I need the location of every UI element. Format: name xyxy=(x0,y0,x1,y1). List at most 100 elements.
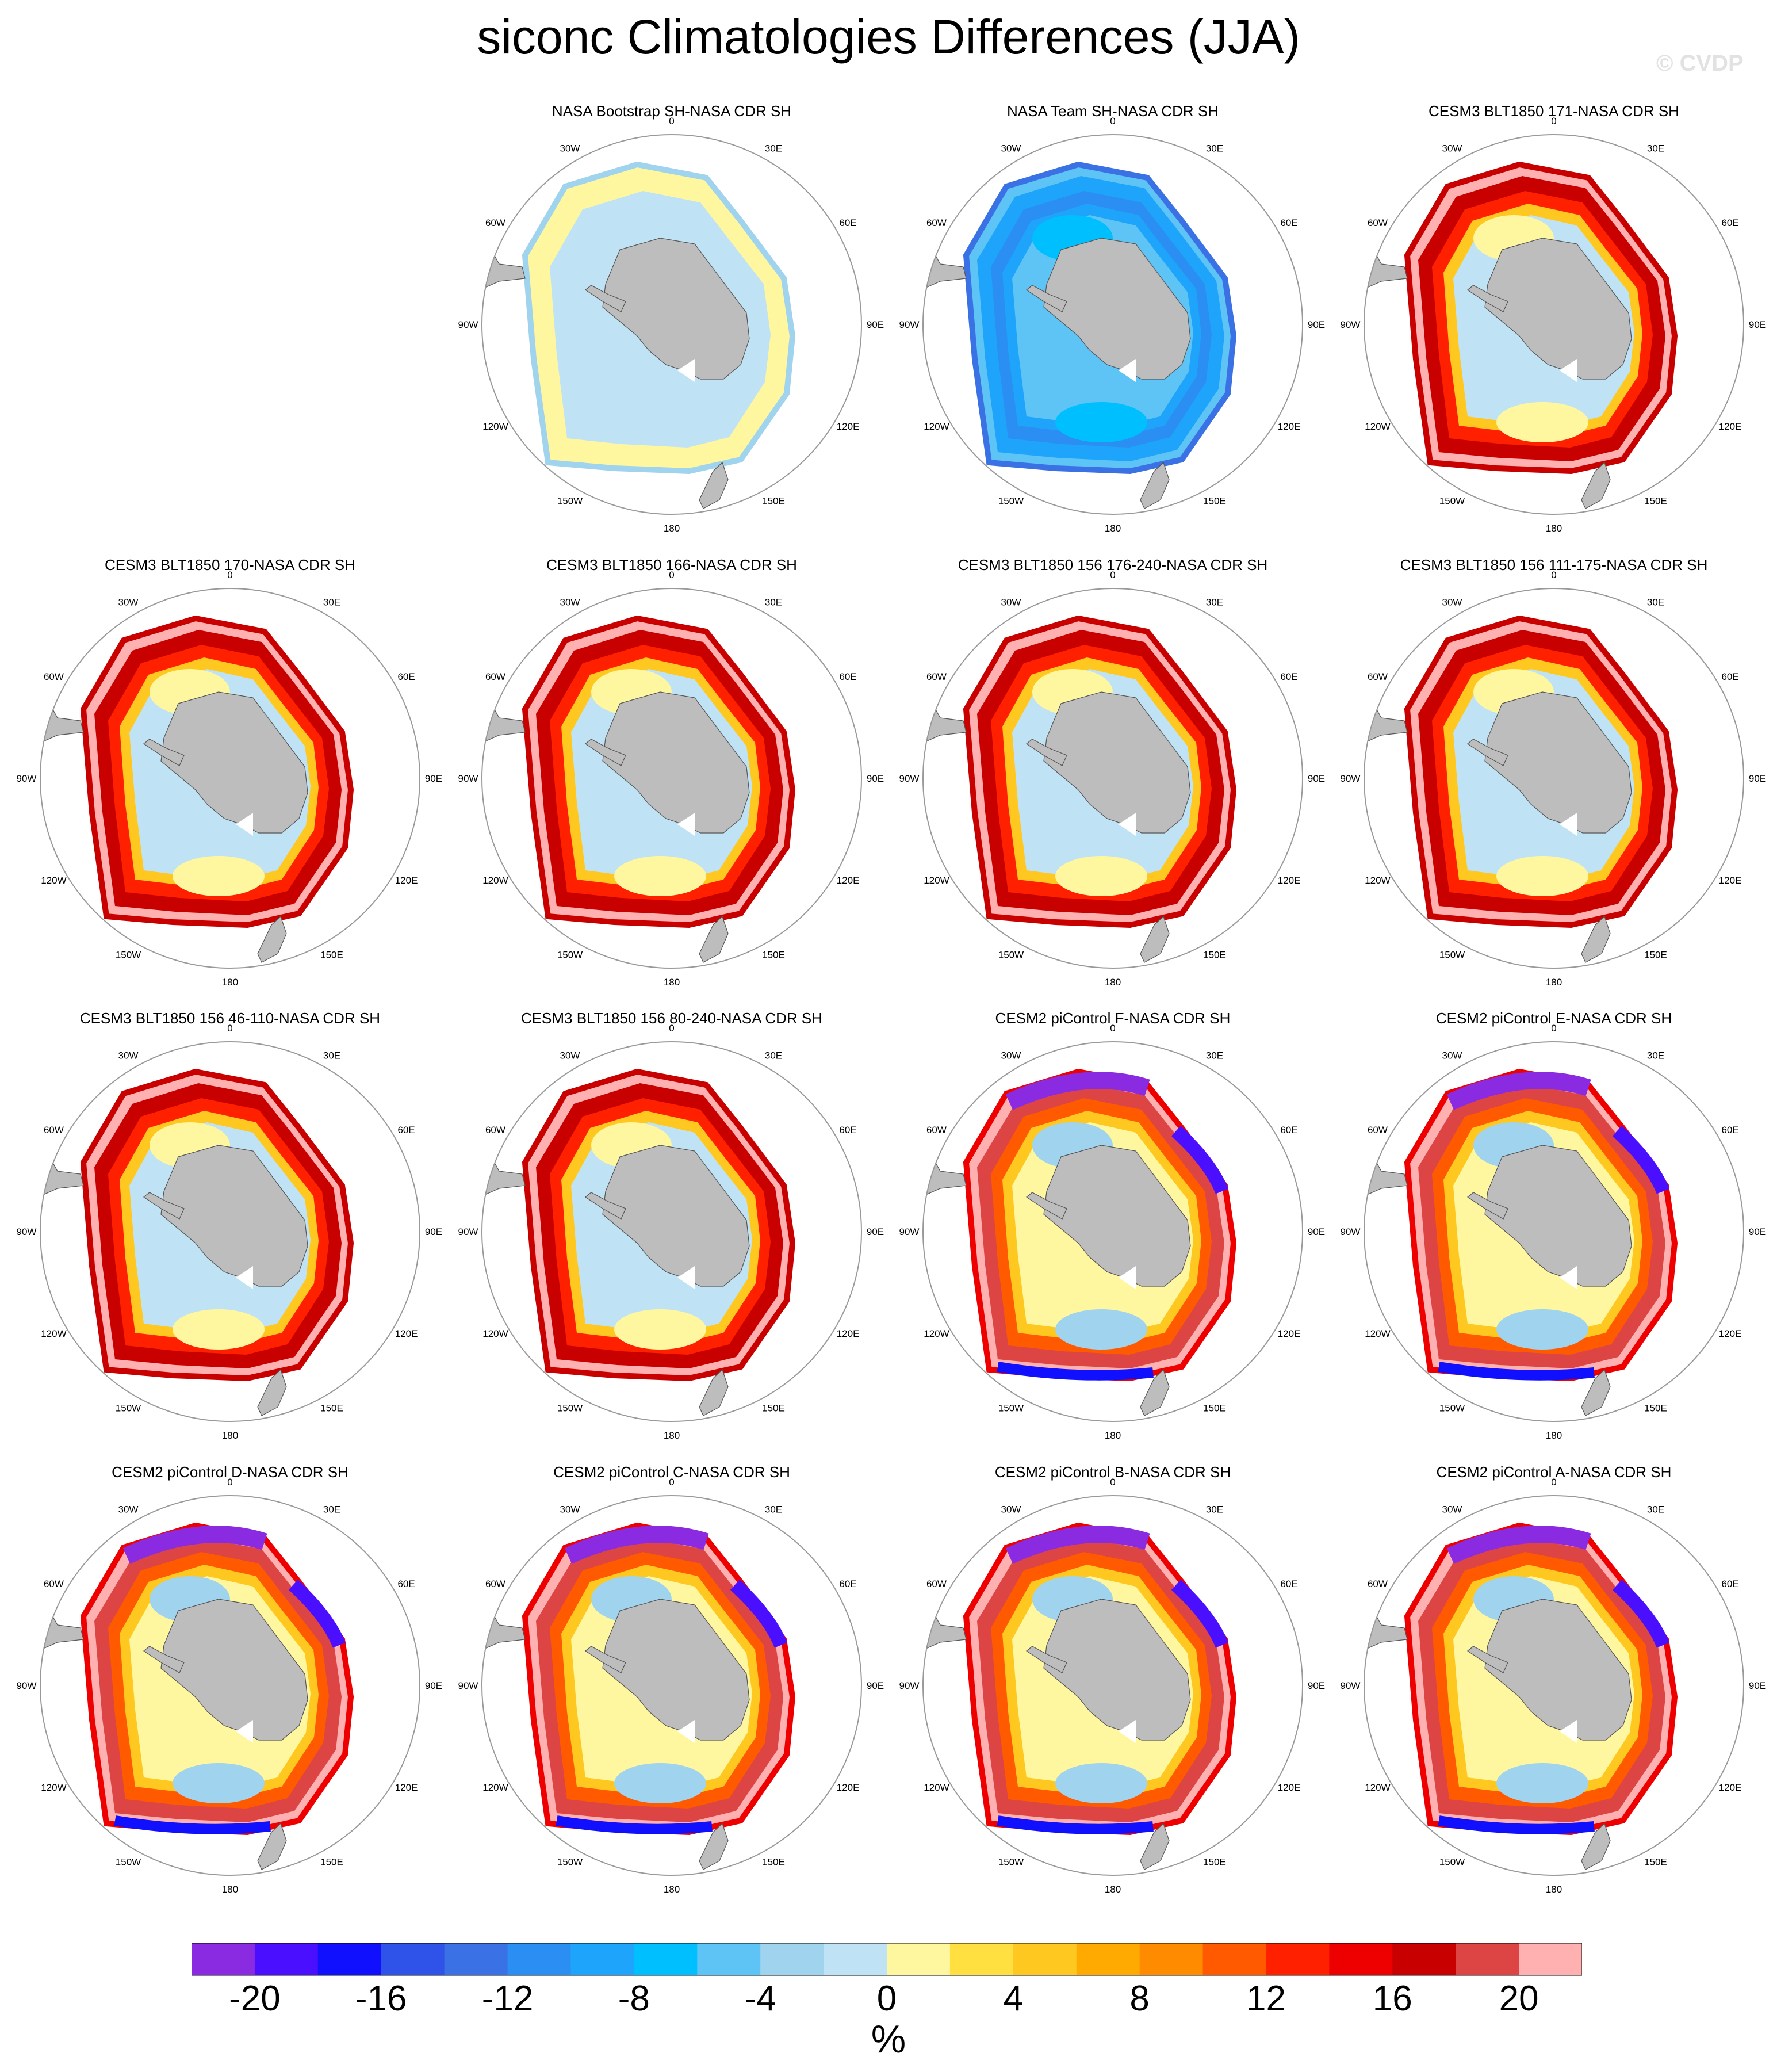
longitude-label: 120E xyxy=(1719,1328,1742,1339)
longitude-label: 60W xyxy=(926,671,947,682)
longitude-label: 180 xyxy=(1105,1884,1121,1895)
longitude-label: 90W xyxy=(17,1226,37,1237)
longitude-label: 150E xyxy=(762,1857,785,1868)
map-panel: 0 30E 60E 90E 120E 150E 180 150W 120W 90W 60W 30W CE… xyxy=(450,1008,893,1463)
colorbar-tick-label: 0 xyxy=(876,1979,897,2019)
map-boundary-circle xyxy=(481,588,862,969)
colorbar-swatch xyxy=(824,1943,887,1975)
map-panel: 0 30E 60E 90E 120E 150E 180 150W 120W 90W 60W 30W CE… xyxy=(1332,1462,1775,1917)
longitude-label: 150E xyxy=(762,950,785,961)
polar-map: 0 30E 60E 90E 120E 150E 180 150W 120W 90W 60W 30W xyxy=(1341,116,1767,534)
longitude-label: 60E xyxy=(1721,1125,1738,1136)
longitude-label: 0 xyxy=(669,116,674,127)
map-panel: 0 30E 60E 90E 120E 150E 180 150W 120W 90W 60W 30W CE… xyxy=(1332,555,1775,1010)
longitude-label: 0 xyxy=(669,1477,674,1488)
longitude-label: 150E xyxy=(320,1403,343,1414)
longitude-label: 0 xyxy=(1110,569,1115,580)
longitude-label: 60W xyxy=(926,1125,947,1136)
longitude-label: 30E xyxy=(323,1504,340,1515)
longitude-label: 120E xyxy=(837,1328,860,1339)
longitude-label: 180 xyxy=(222,977,238,988)
longitude-label: 60W xyxy=(485,1125,505,1136)
longitude-label: 0 xyxy=(1110,116,1115,127)
longitude-label: 150W xyxy=(557,1857,583,1868)
longitude-label: 150W xyxy=(557,950,583,961)
longitude-label: 120W xyxy=(1365,1782,1390,1793)
map-panel: 0 30E 60E 90E 120E 150E 180 150W 120W 90W 60W 30W CE… xyxy=(9,555,451,1010)
colorbar-tick-label: 20 xyxy=(1499,1979,1539,2019)
longitude-label: 30W xyxy=(1442,597,1462,607)
longitude-label: 90E xyxy=(1749,773,1766,784)
longitude-label: 60W xyxy=(926,217,947,228)
longitude-label: 120E xyxy=(1719,1782,1742,1793)
longitude-label: 150W xyxy=(998,1857,1024,1868)
longitude-label: 150E xyxy=(1203,1857,1226,1868)
longitude-label: 90W xyxy=(458,319,478,330)
longitude-label: 180 xyxy=(664,523,680,534)
longitude-label: 30E xyxy=(1206,597,1223,607)
longitude-label: 90E xyxy=(1308,1680,1325,1691)
longitude-label: 120E xyxy=(1278,1328,1301,1339)
longitude-label: 180 xyxy=(222,1430,238,1441)
longitude-label: 90W xyxy=(458,1680,478,1691)
colorbar-swatch xyxy=(507,1943,571,1975)
longitude-label: 30E xyxy=(1206,1504,1223,1515)
longitude-label: 180 xyxy=(1105,977,1121,988)
longitude-label: 150E xyxy=(762,496,785,507)
longitude-label: 120E xyxy=(395,1328,418,1339)
map-boundary-circle xyxy=(922,1041,1303,1422)
longitude-label: 60W xyxy=(485,1578,505,1589)
longitude-label: 150W xyxy=(557,496,583,507)
colorbar-swatch xyxy=(317,1943,382,1975)
longitude-label: 90W xyxy=(458,1226,478,1237)
longitude-label: 30E xyxy=(1647,1504,1664,1515)
colorbar-tick-label: -20 xyxy=(229,1979,281,2019)
polar-map: 0 30E 60E 90E 120E 150E 180 150W 120W 90W 60W 30W xyxy=(1341,569,1767,988)
map-boundary-circle xyxy=(922,588,1303,969)
longitude-label: 150E xyxy=(1203,1403,1226,1414)
panel-title: CESM3 BLT1850 171-NASA CDR SH xyxy=(1429,102,1679,120)
map-boundary-circle xyxy=(1364,1041,1744,1422)
longitude-label: 180 xyxy=(664,1884,680,1895)
longitude-label: 60E xyxy=(1280,217,1297,228)
colorbar-swatch xyxy=(887,1943,951,1975)
longitude-label: 150W xyxy=(998,1403,1024,1414)
longitude-label: 120E xyxy=(1719,875,1742,886)
map-boundary-circle xyxy=(1364,134,1744,515)
longitude-label: 180 xyxy=(1546,977,1562,988)
longitude-label: 90E xyxy=(1749,319,1766,330)
polar-map: 0 30E 60E 90E 120E 150E 180 150W 120W 90W 60W 30W xyxy=(899,116,1326,534)
polar-map: 0 30E 60E 90E 120E 150E 180 150W 120W 90W 60W 30W xyxy=(17,569,443,988)
colorbar-swatch xyxy=(254,1943,319,1975)
longitude-label: 120W xyxy=(1365,421,1390,432)
colorbar-tick-label: -8 xyxy=(618,1979,650,2019)
colorbar-swatch xyxy=(1519,1943,1582,1975)
longitude-label: 90W xyxy=(458,773,478,784)
longitude-label: 120W xyxy=(41,1782,66,1793)
longitude-label: 90W xyxy=(899,1680,920,1691)
longitude-label: 150E xyxy=(1644,1857,1667,1868)
longitude-label: 30W xyxy=(1001,597,1021,607)
map-boundary-circle xyxy=(922,134,1303,515)
map-panel: 0 30E 60E 90E 120E 150E 180 150W 120W 90W 60W 30W CE… xyxy=(9,1462,451,1917)
colorbar-swatch xyxy=(1266,1943,1330,1975)
longitude-label: 120E xyxy=(1278,1782,1301,1793)
colorbar-tick-label: 8 xyxy=(1129,1979,1150,2019)
longitude-label: 150E xyxy=(1644,950,1667,961)
map-boundary-circle xyxy=(40,1041,420,1422)
longitude-label: 60E xyxy=(1721,217,1738,228)
longitude-label: 90E xyxy=(425,1226,442,1237)
longitude-label: 90E xyxy=(1308,319,1325,330)
colorbar-swatch xyxy=(1456,1943,1519,1975)
longitude-label: 150E xyxy=(1644,496,1667,507)
longitude-label: 180 xyxy=(222,1884,238,1895)
polar-map: 0 30E 60E 90E 120E 150E 180 150W 120W 90W 60W 30W xyxy=(1341,1023,1767,1441)
longitude-label: 0 xyxy=(669,569,674,580)
longitude-label: 60W xyxy=(44,1578,64,1589)
colorbar-tick-label: -12 xyxy=(481,1979,534,2019)
longitude-label: 30W xyxy=(560,143,580,154)
longitude-label: 150W xyxy=(116,1857,141,1868)
longitude-label: 30E xyxy=(1206,1050,1223,1061)
longitude-label: 60W xyxy=(485,671,505,682)
longitude-label: 150W xyxy=(116,950,141,961)
